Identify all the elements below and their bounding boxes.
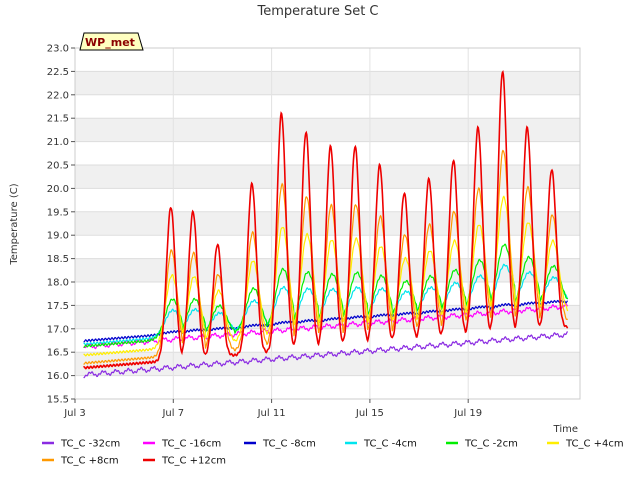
y-tick-label: 18.0 bbox=[47, 278, 69, 289]
y-ticks: 15.5 16.0 16.5 17.0 17.5 18.0 18.5 19.0 19.5 20.0… bbox=[47, 44, 75, 406]
grid-band bbox=[75, 118, 580, 142]
grid-band bbox=[75, 352, 580, 376]
y-tick-label: 17.5 bbox=[47, 301, 69, 312]
y-tick-label: 17.0 bbox=[47, 324, 69, 335]
legend-label: TC_C -16cm bbox=[161, 439, 221, 450]
plot-frame bbox=[74, 47, 581, 400]
x-tick-label: Jul 19 bbox=[453, 408, 482, 419]
grid-band bbox=[75, 71, 580, 95]
y-tick-label: 15.5 bbox=[47, 395, 69, 406]
grid-band bbox=[75, 211, 580, 236]
x-axis-label: Time bbox=[553, 424, 578, 435]
y-tick-label: 23.0 bbox=[47, 44, 69, 55]
legend-label: TC_C -32cm bbox=[60, 439, 120, 450]
legend-label: TC_C +4cm bbox=[565, 439, 624, 450]
plot-background bbox=[75, 71, 580, 376]
y-tick-label: 20.0 bbox=[47, 184, 69, 195]
legend-label: TC_C -2cm bbox=[464, 439, 518, 450]
series-layer bbox=[83, 70, 569, 379]
x-tick-label: Jul 11 bbox=[257, 408, 286, 419]
y-tick-label: 21.5 bbox=[47, 114, 69, 125]
y-tick-label: 19.5 bbox=[47, 207, 69, 218]
y-axis-label: Temperature (C) bbox=[9, 183, 20, 265]
legend: TC_C -32cm TC_C -16cm TC_C -8cm TC_C -4cm TC… bbox=[42, 439, 624, 467]
legend-label: TC_C +8cm bbox=[60, 456, 119, 467]
y-tick-label: 22.5 bbox=[47, 67, 69, 78]
y-tick-label: 22.0 bbox=[47, 90, 69, 101]
y-tick-label: 16.5 bbox=[47, 348, 69, 359]
series-line bbox=[83, 70, 569, 370]
x-tick-label: Jul 15 bbox=[355, 408, 384, 419]
x-tick-label: Jul 3 bbox=[63, 408, 86, 419]
legend-label: TC_C +12cm bbox=[161, 456, 226, 467]
x-ticks: Jul 3 Jul 7 Jul 11 Jul 15 Jul 19 bbox=[63, 399, 482, 419]
y-tick-label: 21.0 bbox=[47, 137, 69, 148]
y-tick-label: 18.5 bbox=[47, 254, 69, 265]
series-line bbox=[83, 331, 568, 379]
x-tick-label: Jul 7 bbox=[161, 408, 184, 419]
wp-met-badge-label: WP_met bbox=[85, 36, 135, 49]
y-tick-label: 19.0 bbox=[47, 231, 69, 242]
y-tick-label: 16.0 bbox=[47, 371, 69, 382]
wp-met-badge: WP_met bbox=[79, 32, 144, 51]
grid-band bbox=[75, 258, 580, 282]
y-tick-label: 20.5 bbox=[47, 161, 69, 172]
legend-label: TC_C -8cm bbox=[262, 439, 316, 450]
legend-label: TC_C -4cm bbox=[363, 439, 417, 450]
chart-title: Temperature Set C bbox=[256, 4, 378, 19]
